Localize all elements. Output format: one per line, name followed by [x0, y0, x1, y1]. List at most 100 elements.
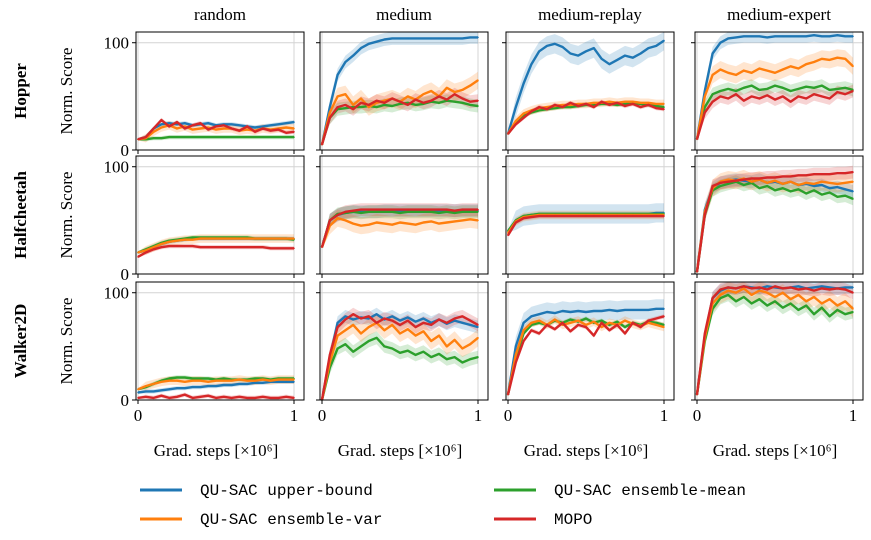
legend-label-qu-sac-ensemble-var: QU-SAC ensemble-var [200, 511, 382, 529]
point-mopo [152, 127, 155, 130]
point-qu-sac-upper-bound [184, 387, 186, 390]
point-qu-sac-upper-bound [844, 188, 846, 191]
point-qu-sac-ensemble-var [199, 379, 202, 382]
point-qu-sac-upper-bound [852, 190, 854, 193]
point-mopo [624, 215, 626, 217]
point-mopo [383, 102, 386, 104]
point-mopo [624, 105, 626, 107]
point-mopo [711, 185, 714, 187]
point-qu-sac-upper-bound [438, 37, 440, 40]
point-qu-sac-upper-bound [285, 380, 288, 383]
point-mopo [199, 246, 202, 248]
point-mopo [585, 326, 587, 328]
point-qu-sac-ensemble-var [368, 223, 370, 226]
point-mopo [530, 110, 533, 113]
point-qu-sac-ensemble-mean [554, 107, 556, 109]
point-qu-sac-ensemble-var [399, 332, 401, 335]
point-qu-sac-ensemble-mean [821, 84, 823, 87]
point-mopo [663, 315, 665, 318]
point-qu-sac-upper-bound [719, 41, 722, 44]
point-qu-sac-ensemble-mean [538, 321, 540, 324]
point-qu-sac-ensemble-mean [813, 189, 815, 192]
point-mopo [391, 208, 394, 211]
point-qu-sac-ensemble-var [477, 219, 479, 222]
point-mopo [336, 214, 339, 216]
point-qu-sac-upper-bound [750, 35, 753, 38]
point-qu-sac-upper-bound [735, 36, 737, 39]
point-mopo [329, 354, 331, 356]
point-mopo [352, 108, 355, 111]
point-mopo [430, 208, 433, 211]
point-qu-sac-ensemble-mean [344, 107, 347, 109]
point-mopo [797, 95, 800, 98]
point-qu-sac-ensemble-mean [719, 185, 722, 187]
point-qu-sac-ensemble-mean [191, 377, 194, 380]
point-qu-sac-ensemble-mean [844, 194, 846, 197]
point-mopo [852, 90, 854, 92]
point-mopo [407, 104, 409, 106]
point-qu-sac-ensemble-var [160, 126, 163, 129]
point-mopo [414, 326, 417, 328]
point-mopo [522, 217, 525, 220]
point-qu-sac-ensemble-var [262, 237, 264, 240]
point-qu-sac-ensemble-var [191, 238, 194, 241]
panel-frame [694, 281, 864, 401]
point-qu-sac-ensemble-mean [477, 105, 479, 107]
point-qu-sac-ensemble-mean [758, 298, 761, 300]
point-qu-sac-ensemble-var [758, 67, 761, 70]
point-qu-sac-ensemble-mean [569, 106, 572, 108]
point-qu-sac-ensemble-var [277, 237, 280, 240]
confidence-band-qu-sac-ensemble-mean [322, 331, 478, 400]
point-mopo [655, 107, 657, 109]
x-tick-label: 0 [134, 406, 143, 425]
point-qu-sac-ensemble-var [383, 222, 386, 225]
point-qu-sac-ensemble-var [293, 127, 295, 130]
point-qu-sac-ensemble-mean [375, 106, 378, 108]
point-qu-sac-ensemble-var [461, 347, 464, 350]
point-qu-sac-ensemble-mean [813, 313, 815, 315]
point-qu-sac-ensemble-mean [152, 137, 155, 139]
point-qu-sac-ensemble-var [554, 318, 556, 321]
point-mopo [168, 245, 170, 247]
point-qu-sac-ensemble-var [199, 127, 202, 130]
point-qu-sac-ensemble-var [422, 93, 425, 96]
point-qu-sac-ensemble-mean [766, 185, 768, 187]
point-qu-sac-ensemble-var [782, 291, 784, 294]
point-qu-sac-upper-bound [844, 35, 846, 38]
point-mopo [743, 285, 745, 288]
point-qu-sac-ensemble-var [422, 221, 425, 224]
confidence-band-qu-sac-ensemble-var [697, 169, 853, 273]
confidence-band-qu-sac-upper-bound [697, 282, 853, 396]
point-qu-sac-ensemble-var [407, 222, 409, 225]
point-qu-sac-ensemble-mean [391, 105, 394, 107]
point-mopo [805, 97, 807, 100]
point-mopo [176, 245, 178, 247]
panel-frame [319, 155, 489, 275]
point-mopo [554, 104, 556, 106]
point-mopo [632, 215, 634, 217]
point-qu-sac-upper-bound [407, 37, 409, 40]
point-qu-sac-upper-bound [477, 326, 479, 328]
point-qu-sac-upper-bound [758, 35, 761, 38]
point-qu-sac-upper-bound [152, 390, 155, 393]
point-qu-sac-upper-bound [269, 124, 272, 127]
point-qu-sac-ensemble-var [577, 319, 579, 322]
x-tick-label: 0 [693, 406, 702, 425]
point-qu-sac-ensemble-var [569, 104, 572, 106]
panel-hopper-medium-replay [502, 31, 675, 154]
point-qu-sac-ensemble-var [836, 304, 839, 307]
point-qu-sac-upper-bound [191, 386, 194, 388]
point-qu-sac-ensemble-mean [805, 192, 807, 195]
point-mopo [238, 129, 241, 132]
point-qu-sac-ensemble-mean [828, 315, 831, 318]
point-qu-sac-upper-bound [375, 40, 378, 43]
point-qu-sac-ensemble-var [469, 84, 472, 87]
point-qu-sac-ensemble-var [727, 71, 729, 74]
point-mopo [391, 97, 394, 100]
point-mopo [438, 318, 440, 321]
point-qu-sac-ensemble-var [766, 182, 768, 184]
panel-halfcheetah-medium-expert [691, 155, 864, 278]
row-title-halfcheetah: Halfcheetah [11, 171, 30, 259]
point-qu-sac-ensemble-mean [414, 354, 417, 356]
point-qu-sac-ensemble-var [624, 100, 626, 103]
